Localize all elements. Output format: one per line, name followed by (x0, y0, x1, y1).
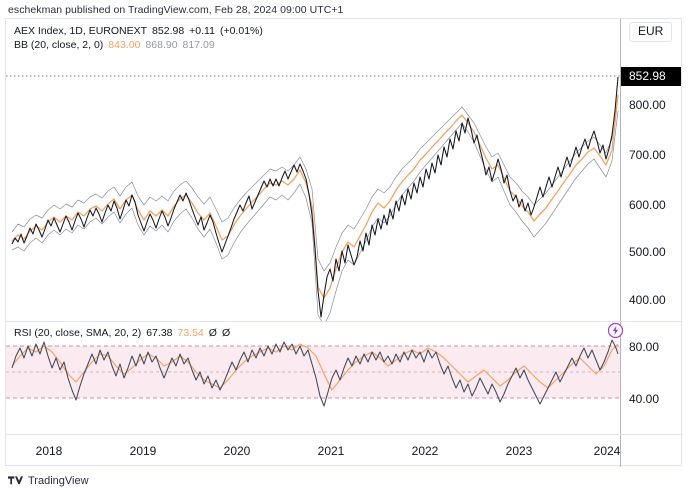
time-tick-2018: 2018 (35, 444, 63, 458)
time-tick-2022: 2022 (411, 444, 439, 458)
price-pane[interactable]: AEX Index, 1D, EURONEXT 852.98 +0.11 (+0.01… (6, 19, 681, 321)
last-price-value: 852.98 (152, 25, 185, 37)
bollinger-legend-row: BB (20, close, 2, 0) 843.00 868.90 817.09 (14, 38, 263, 52)
price-tick-700: 700.00 (629, 148, 666, 162)
time-axis-separator (620, 435, 621, 467)
time-tick-2021: 2021 (317, 444, 345, 458)
bollinger-lower-band (11, 110, 619, 321)
bollinger-indicator-label: BB (20, close, 2, 0) (14, 39, 104, 51)
rsi-value: 67.38 (146, 327, 173, 339)
time-tick-2019: 2019 (129, 444, 157, 458)
chart-frame: AEX Index, 1D, EURONEXT 852.98 +0.11 (+0.01… (5, 18, 683, 467)
price-tick-400: 400.00 (629, 293, 666, 307)
rsi-sma-line (11, 343, 619, 391)
last-price-badge: 852.98 (621, 67, 681, 86)
price-plot-area[interactable] (6, 19, 620, 321)
rsi-sma-value: 73.54 (177, 327, 204, 339)
price-legend: AEX Index, 1D, EURONEXT 852.98 +0.11 (+0.01… (14, 24, 263, 52)
time-tick-2020: 2020 (223, 444, 251, 458)
price-tick-600: 600.00 (629, 198, 666, 212)
time-tick-2024: 2024 (593, 444, 621, 458)
bollinger-upper-value: 868.90 (145, 39, 178, 51)
price-line (11, 76, 619, 318)
bollinger-upper-band (11, 78, 619, 272)
time-tick-2023: 2023 (505, 444, 533, 458)
rsi-plot-area[interactable] (6, 322, 620, 434)
rsi-scale[interactable]: 80.00 40.00 (620, 322, 681, 434)
price-tick-800: 800.00 (629, 98, 666, 112)
bollinger-basis-value: 843.00 (108, 39, 141, 51)
rsi-plot-svg (6, 339, 620, 407)
rsi-line (11, 339, 619, 407)
currency-badge: EUR (629, 22, 673, 43)
price-change-value: +0.11 (189, 25, 215, 37)
lightning-bolt-circle-icon[interactable] (607, 322, 624, 339)
rsi-pane[interactable]: RSI (20, close, SMA, 20, 2) 67.38 73.54 Ø Ø … (6, 322, 681, 434)
rsi-empty-value-2: Ø (221, 327, 231, 339)
rsi-legend: RSI (20, close, SMA, 20, 2) 67.38 73.54 Ø Ø (14, 326, 230, 340)
symbol-label: AEX Index, 1D, EURONEXT (14, 25, 148, 37)
attribution-text: eschekman published on TradingView.com, … (8, 4, 344, 16)
price-tick-500: 500.00 (629, 245, 666, 259)
rsi-indicator-label: RSI (20, close, SMA, 20, 2) (14, 327, 142, 339)
tradingview-logo-text: TradingView (28, 475, 89, 487)
pane-divider (6, 321, 681, 322)
rsi-tick-80: 80.00 (629, 340, 660, 354)
price-legend-symbol-row: AEX Index, 1D, EURONEXT 852.98 +0.11 (+0.01… (14, 24, 263, 38)
price-plot-svg (6, 75, 620, 321)
rsi-legend-row: RSI (20, close, SMA, 20, 2) 67.38 73.54 Ø Ø (14, 326, 230, 340)
price-scale[interactable]: EUR 852.98 800.00 700.00 600.00 500.00 4… (620, 19, 681, 321)
tradingview-logo-icon (8, 475, 24, 487)
bollinger-lower-value: 817.09 (182, 39, 215, 51)
time-axis[interactable]: 2018 2019 2020 2021 2022 2023 2024 (6, 434, 683, 467)
rsi-tick-40: 40.00 (629, 392, 660, 406)
price-change-percent: (+0.01%) (219, 25, 263, 37)
rsi-empty-value-1: Ø (208, 327, 217, 339)
tradingview-footer-logo[interactable]: TradingView (8, 475, 89, 487)
